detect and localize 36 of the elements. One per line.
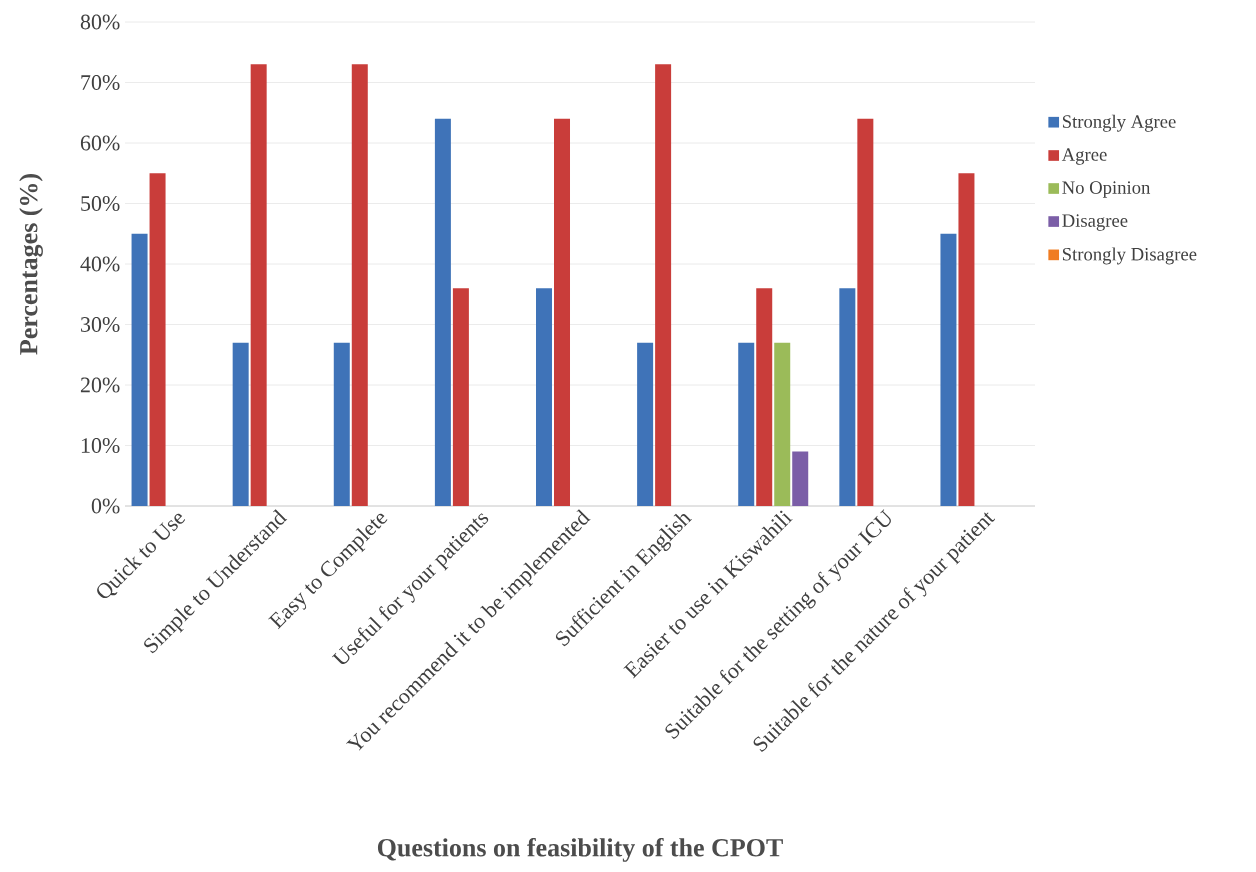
bar bbox=[637, 342, 654, 506]
bar bbox=[774, 342, 791, 506]
legend-label: Disagree bbox=[1062, 214, 1128, 231]
bar bbox=[149, 173, 166, 506]
bar bbox=[434, 118, 451, 506]
bar bbox=[857, 118, 874, 506]
bar bbox=[756, 288, 773, 506]
legend-label: Strongly Agree bbox=[1062, 114, 1176, 132]
legend-label: No Opinion bbox=[1062, 181, 1151, 198]
y-tick-label: 20% bbox=[80, 377, 120, 393]
bar bbox=[232, 342, 249, 506]
y-tick-label: 10% bbox=[81, 438, 120, 453]
y-tick-label: 0% bbox=[91, 498, 120, 514]
bar bbox=[351, 64, 368, 506]
bar bbox=[738, 342, 755, 506]
legend-label: Agree bbox=[1061, 148, 1107, 165]
bar bbox=[940, 233, 957, 506]
y-tick-label: 50% bbox=[81, 196, 120, 211]
bar bbox=[792, 451, 809, 506]
bar bbox=[131, 233, 148, 506]
bar bbox=[839, 288, 856, 506]
y-tick-label: 40% bbox=[80, 256, 120, 272]
bar bbox=[958, 173, 975, 506]
legend-label: Strongly Disagree bbox=[1062, 247, 1197, 265]
bar bbox=[536, 288, 553, 506]
y-tick-label: 30% bbox=[81, 317, 120, 332]
y-tick-label: 70% bbox=[81, 75, 120, 90]
y-tick-label: 80% bbox=[80, 14, 120, 30]
bar bbox=[554, 118, 571, 506]
bar bbox=[655, 64, 672, 506]
bar bbox=[333, 342, 350, 506]
y-tick-label: 60% bbox=[80, 135, 120, 151]
y-axis-title: Percentages (%) bbox=[19, 174, 43, 355]
bar bbox=[452, 288, 469, 506]
x-axis-title: Questions on feasibility of the CPOT bbox=[377, 837, 783, 862]
bar bbox=[250, 64, 267, 506]
